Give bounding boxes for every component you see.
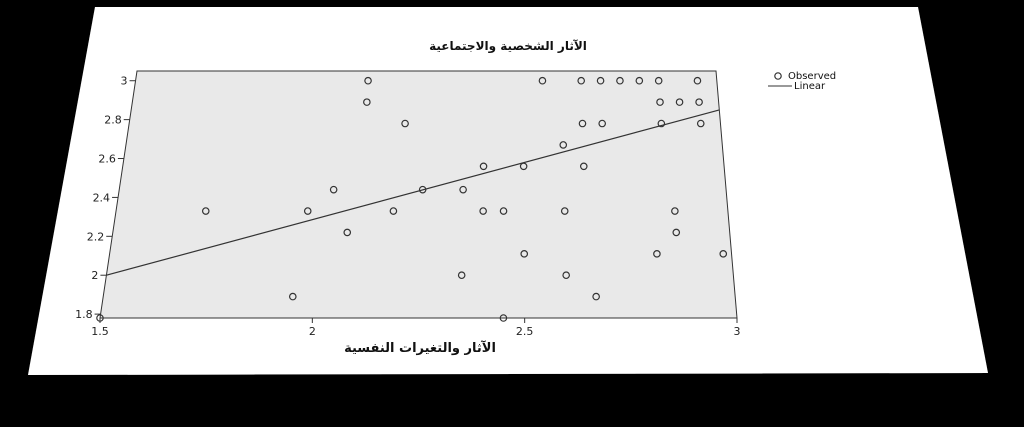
y-tick-label: 2.2 [87,230,105,243]
observed-point [389,207,398,215]
observed-point [635,76,644,85]
y-tick-label: 1.8 [75,308,93,321]
observed-point [457,271,466,280]
observed-point [719,250,728,258]
observed-point [288,292,297,301]
observed-point [364,76,372,85]
observed-point [519,162,528,171]
y-tick-label: 3 [121,75,128,88]
y-tick-label: 2.4 [93,191,111,204]
chart-title: الآثار الشخصية والاجتماعية [429,39,587,54]
x-axis-label: الآثار والتغيرات النفسية [344,340,496,356]
observed-point [201,207,210,215]
observed-point [499,314,508,322]
observed-point [363,98,371,106]
observed-point [96,314,104,322]
observed-point [653,250,661,258]
observed-point [579,162,588,171]
x-tick-label: 1.5 [91,325,109,338]
plot-area [99,70,738,319]
linear-fit [106,109,720,276]
observed-point [578,119,587,128]
observed-point [418,185,427,194]
legend-observed-label: Observed [788,71,836,82]
observed-point [560,207,569,215]
observed-point [654,76,663,85]
observed-point [671,207,679,215]
y-tick-label: 2.8 [104,114,122,127]
observed-point [596,76,605,85]
observed-point [343,228,352,237]
observed-point [696,119,705,128]
y-tick-label: 2 [91,269,98,282]
observed-point [672,228,681,237]
legend-observed-marker [774,72,782,80]
observed-point [559,141,568,149]
observed-point [592,292,600,301]
observed-points [96,76,728,322]
observed-point [598,119,606,128]
legend: Observed Linear [768,71,836,92]
x-axis: 1.5 2 2.5 3 [91,318,741,338]
observed-point [459,185,467,194]
observed-point [577,76,585,85]
y-axis: 1.8 2 2.2 2.4 2.6 2.8 3 [75,75,136,321]
observed-point [562,271,570,280]
observed-point [616,76,624,85]
observed-point [479,207,487,215]
observed-point [693,76,702,85]
x-tick-label: 2.5 [516,325,534,338]
observed-point [675,98,684,106]
x-tick-label: 3 [734,325,741,338]
observed-point [401,119,409,128]
x-tick-label: 2 [309,325,316,338]
observed-point [657,119,666,128]
y-tick-label: 2.6 [98,153,116,166]
legend-linear-label: Linear [794,81,826,92]
observed-point [479,162,488,171]
observed-point [329,185,338,194]
linear-fit-line [106,109,720,276]
observed-point [695,98,703,106]
observed-point [499,207,508,215]
observed-point [303,207,312,215]
observed-point [520,250,529,258]
observed-point [538,76,547,85]
observed-point [656,98,664,106]
